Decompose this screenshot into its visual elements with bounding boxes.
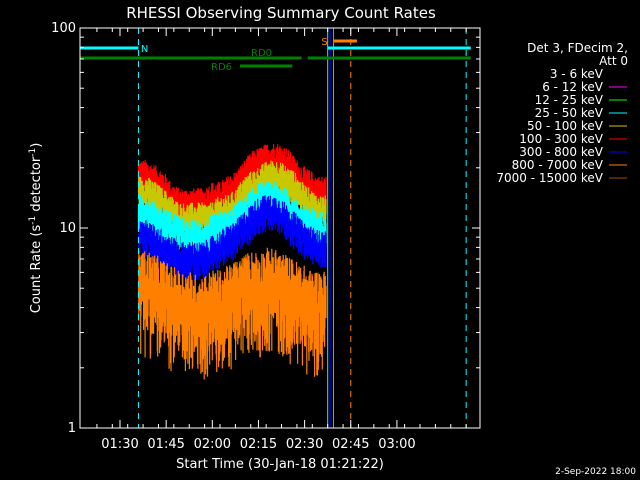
legend-entry-label: 800 - 7000 keV — [512, 158, 604, 172]
x-tick-label: 02:15 — [240, 437, 277, 452]
x-tick-label: 02:30 — [286, 437, 323, 452]
series-band — [137, 247, 327, 380]
series-trace — [137, 247, 327, 380]
legend-entry-label: 25 - 50 keV — [535, 106, 604, 120]
x-axis-label: Start Time (30-Jan-18 01:21:22) — [176, 457, 384, 472]
legend-entry-label: 300 - 800 keV — [519, 145, 603, 159]
y-tick-label: 100 — [51, 21, 76, 36]
y-tick-label: 10 — [59, 221, 76, 236]
x-tick-label: 01:30 — [101, 437, 138, 452]
chart-title: RHESSI Observing Summary Count Rates — [126, 4, 436, 22]
axes: 1 10 100 01:30 01:45 02:00 02:15 02:30 02:45 03:0… — [51, 21, 480, 452]
plot-area: N RD0 RD6 S — [79, 28, 471, 428]
legend-entry-label: 12 - 25 keV — [535, 93, 604, 107]
legend-entry-label: 6 - 12 keV — [542, 80, 604, 94]
legend-entry-label: 3 - 6 keV — [550, 67, 604, 81]
flag-label: RD0 — [251, 48, 272, 59]
flag-label: RD6 — [211, 62, 232, 73]
legend-header-line-1: Det 3, FDecim 2, — [527, 41, 628, 55]
legend-entry-label: 100 - 300 keV — [519, 132, 603, 146]
x-tick-label: 03:00 — [378, 437, 415, 452]
footer-timestamp: 2-Sep-2022 18:00 — [555, 467, 636, 477]
legend-header-line-2: Att 0 — [599, 54, 628, 68]
y-axis-label: Count Rate (s-1 detector-1) — [28, 143, 44, 314]
flag-label: N — [141, 44, 148, 55]
flag-label: S — [321, 37, 327, 48]
x-tick-label: 02:00 — [194, 437, 231, 452]
legend-entry-label: 50 - 100 keV — [527, 119, 604, 133]
legend-entry-label: 7000 - 15000 keV — [496, 171, 603, 185]
x-tick-label: 02:45 — [332, 437, 369, 452]
x-tick-label: 01:45 — [147, 437, 184, 452]
y-tick-label: 1 — [68, 421, 76, 436]
